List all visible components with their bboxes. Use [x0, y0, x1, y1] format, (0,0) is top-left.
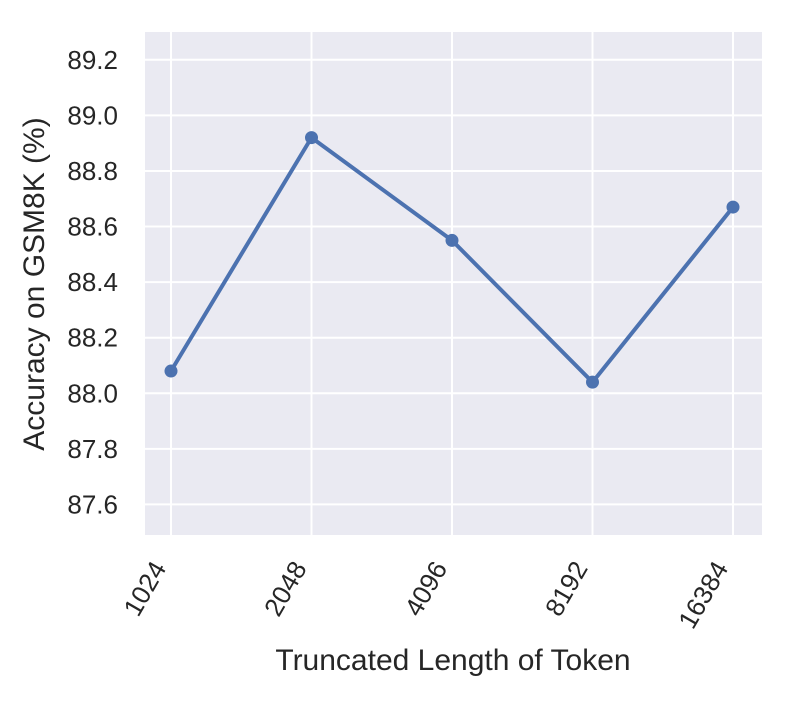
data-point-marker [445, 233, 459, 247]
gridlines [145, 32, 762, 535]
y-axis-tick-labels: 87.6 87.8 88.0 88.2 88.4 88.6 88.8 89.0 89.2 [67, 45, 118, 520]
data-series [164, 131, 740, 389]
y-tick-label: 88.0 [67, 378, 118, 408]
data-point-marker [586, 375, 599, 389]
x-tick-label: 4096 [398, 556, 453, 621]
data-point-marker [164, 364, 178, 378]
y-tick-label: 87.8 [67, 434, 118, 464]
x-tick-label: 16384 [672, 556, 734, 634]
y-tick-label: 89.0 [67, 100, 118, 130]
x-axis-tick-labels: 1024 2048 4096 8192 16384 [117, 556, 734, 634]
y-tick-label: 88.4 [67, 267, 118, 297]
x-tick-label: 2048 [258, 556, 313, 621]
y-tick-label: 88.8 [67, 156, 118, 186]
y-tick-label: 88.6 [67, 212, 118, 242]
y-tick-label: 87.6 [67, 489, 118, 519]
x-axis-label: Truncated Length of Token [275, 644, 630, 677]
data-point-marker [305, 131, 318, 145]
y-tick-label: 89.2 [67, 45, 118, 75]
y-tick-label: 88.2 [67, 323, 118, 353]
x-tick-label: 1024 [117, 556, 172, 621]
x-tick-label: 8192 [539, 556, 594, 621]
y-axis-label: Accuracy on GSM8K (%) [18, 117, 51, 450]
data-point-marker [726, 200, 740, 214]
